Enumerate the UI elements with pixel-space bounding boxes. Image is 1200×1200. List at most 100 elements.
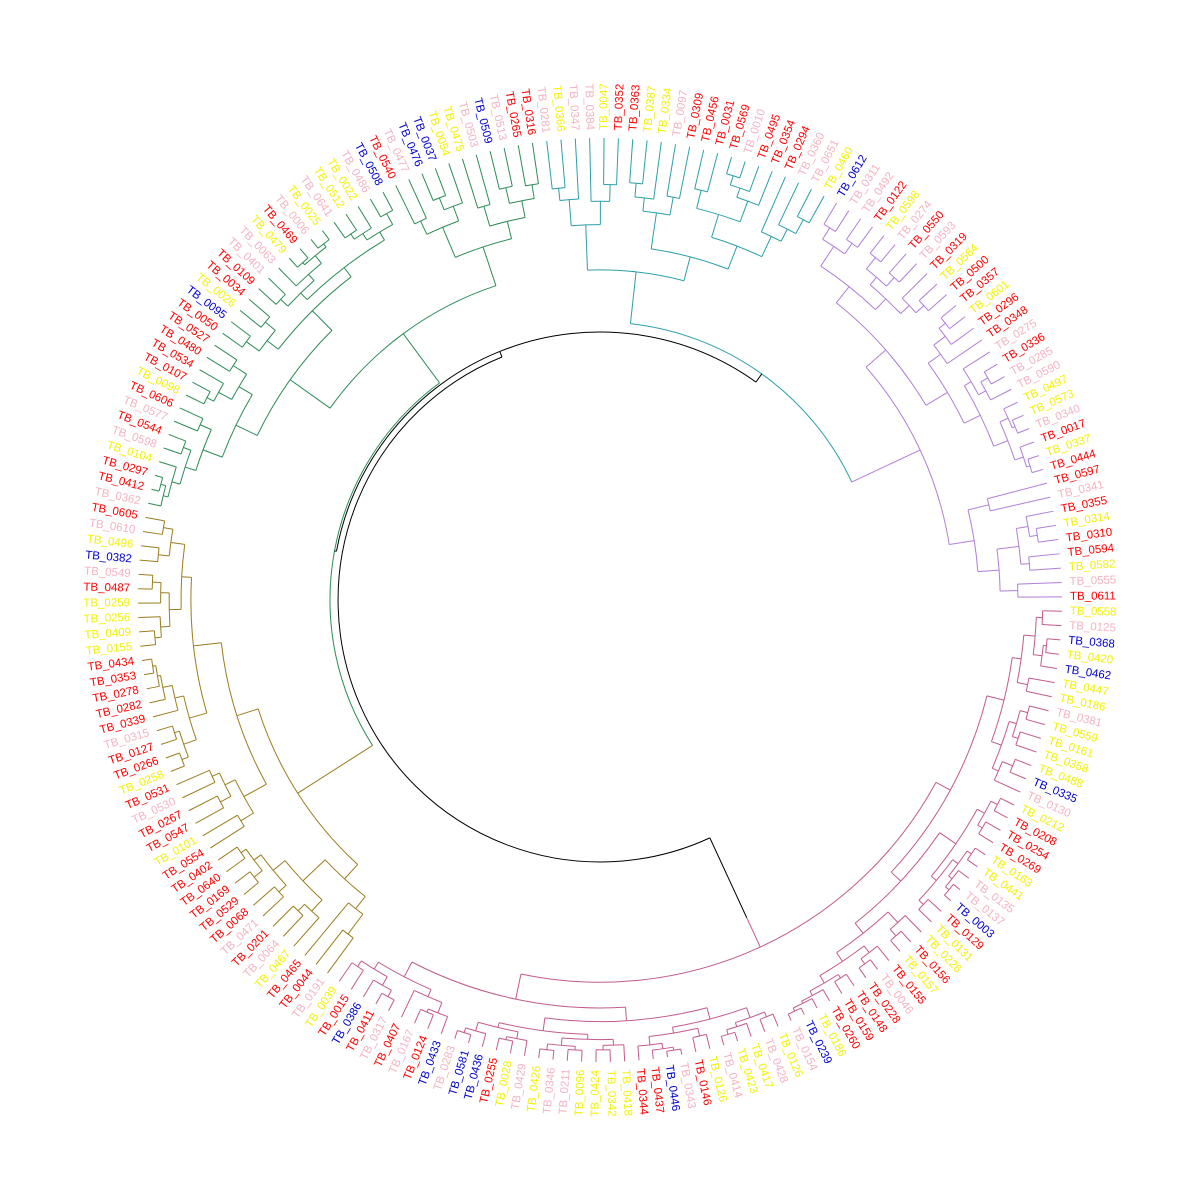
branch-radial [809, 990, 813, 996]
branch-radial [421, 173, 434, 201]
branch-arc [944, 884, 954, 896]
branch-arc [229, 359, 238, 372]
branch-arc [183, 695, 197, 740]
branch-arc [203, 391, 211, 405]
branch-radial [727, 245, 738, 270]
branch-arc [373, 979, 392, 991]
branch-radial [696, 190, 702, 209]
branch-radial [139, 630, 155, 633]
branch-arc [520, 782, 937, 983]
branch-arc [171, 685, 179, 711]
branch-radial [666, 1051, 669, 1058]
branch-radial [202, 814, 238, 837]
branch-radial [890, 940, 901, 952]
branch-radial [323, 243, 327, 248]
branch-radial [262, 896, 284, 917]
branch-radial [163, 495, 169, 498]
branch-arc [216, 795, 225, 809]
branch-radial [886, 277, 895, 287]
branch-radial [780, 228, 788, 242]
branch-radial [454, 1030, 458, 1039]
branch-radial [1026, 465, 1031, 468]
branch-arc [629, 182, 643, 185]
branch-radial [980, 377, 989, 383]
branch-radial [858, 967, 867, 979]
branch-radial [240, 848, 247, 854]
branch-radial [792, 1007, 796, 1012]
branch-radial [420, 220, 428, 235]
branch-radial [350, 970, 364, 990]
branch-radial [918, 283, 938, 302]
branch-radial [566, 1049, 569, 1061]
branch-arc [351, 962, 364, 971]
branch-radial [623, 1044, 626, 1062]
branch-arc [834, 973, 847, 983]
branch-radial [138, 573, 153, 576]
branch-radial [918, 899, 924, 905]
branch-radial [863, 945, 870, 953]
branch-radial [1029, 705, 1049, 712]
branch-radial [183, 447, 192, 451]
branch-radial [495, 1037, 500, 1051]
branch-radial [138, 616, 161, 619]
branch-radial [509, 1040, 514, 1054]
branch-radial [442, 227, 456, 258]
branch-radial [438, 197, 445, 210]
branch-radial [944, 894, 952, 902]
branch-radial [918, 909, 932, 923]
branch-radial [211, 772, 220, 777]
branch-radial [1019, 710, 1028, 714]
branch-arc [726, 1022, 747, 1031]
branch-arc [180, 544, 186, 610]
branch-radial [521, 200, 526, 218]
branch-radial [253, 854, 262, 861]
leaf-label: TB_0437 [648, 1066, 665, 1114]
branch-radial [165, 752, 180, 759]
branch-radial [585, 224, 588, 271]
branch-arc [457, 1030, 472, 1036]
branch-radial [333, 221, 346, 239]
branch-arc [1011, 420, 1019, 434]
branch-arc [993, 798, 1002, 811]
branch-radial [214, 344, 238, 361]
branch-radial [976, 808, 985, 814]
branch-radial [560, 1037, 563, 1046]
branch-radial [355, 896, 366, 909]
branch-radial [297, 761, 348, 794]
branch-arc [151, 575, 154, 590]
branch-arc [788, 1007, 802, 1015]
branch-radial [181, 576, 192, 578]
branch-radial [990, 496, 1051, 512]
branch-radial [497, 1022, 500, 1028]
branch-radial [162, 685, 173, 688]
branch-radial [482, 246, 497, 286]
branch-radial [977, 824, 983, 829]
branch-arc [258, 330, 276, 352]
branch-radial [499, 351, 503, 358]
branch-radial [426, 1008, 429, 1013]
branch-radial [531, 184, 535, 199]
branch-radial [243, 783, 267, 798]
branch-radial [930, 875, 937, 881]
branch-radial [985, 821, 1001, 831]
branch-radial [1047, 638, 1061, 641]
branch-radial [746, 917, 761, 948]
branch-radial [925, 391, 948, 406]
branch-radial [149, 698, 166, 704]
branch-radial [266, 340, 279, 350]
branch-radial [650, 212, 657, 249]
branch-radial [209, 825, 245, 849]
branch-radial [272, 860, 286, 871]
branch-radial [156, 725, 173, 732]
leaf-label: TB_0487 [83, 581, 130, 594]
branch-arc [155, 665, 160, 687]
branch-radial [977, 569, 1000, 573]
branch-radial [749, 165, 760, 192]
leaf-label: TB_0387 [642, 85, 659, 133]
branch-radial [939, 832, 957, 845]
branch-radial [1038, 539, 1059, 543]
branch-arc [648, 1027, 698, 1038]
branch-arc [983, 371, 992, 385]
leaf-label: TB_0363 [627, 84, 642, 131]
branch-arc [1040, 645, 1044, 667]
